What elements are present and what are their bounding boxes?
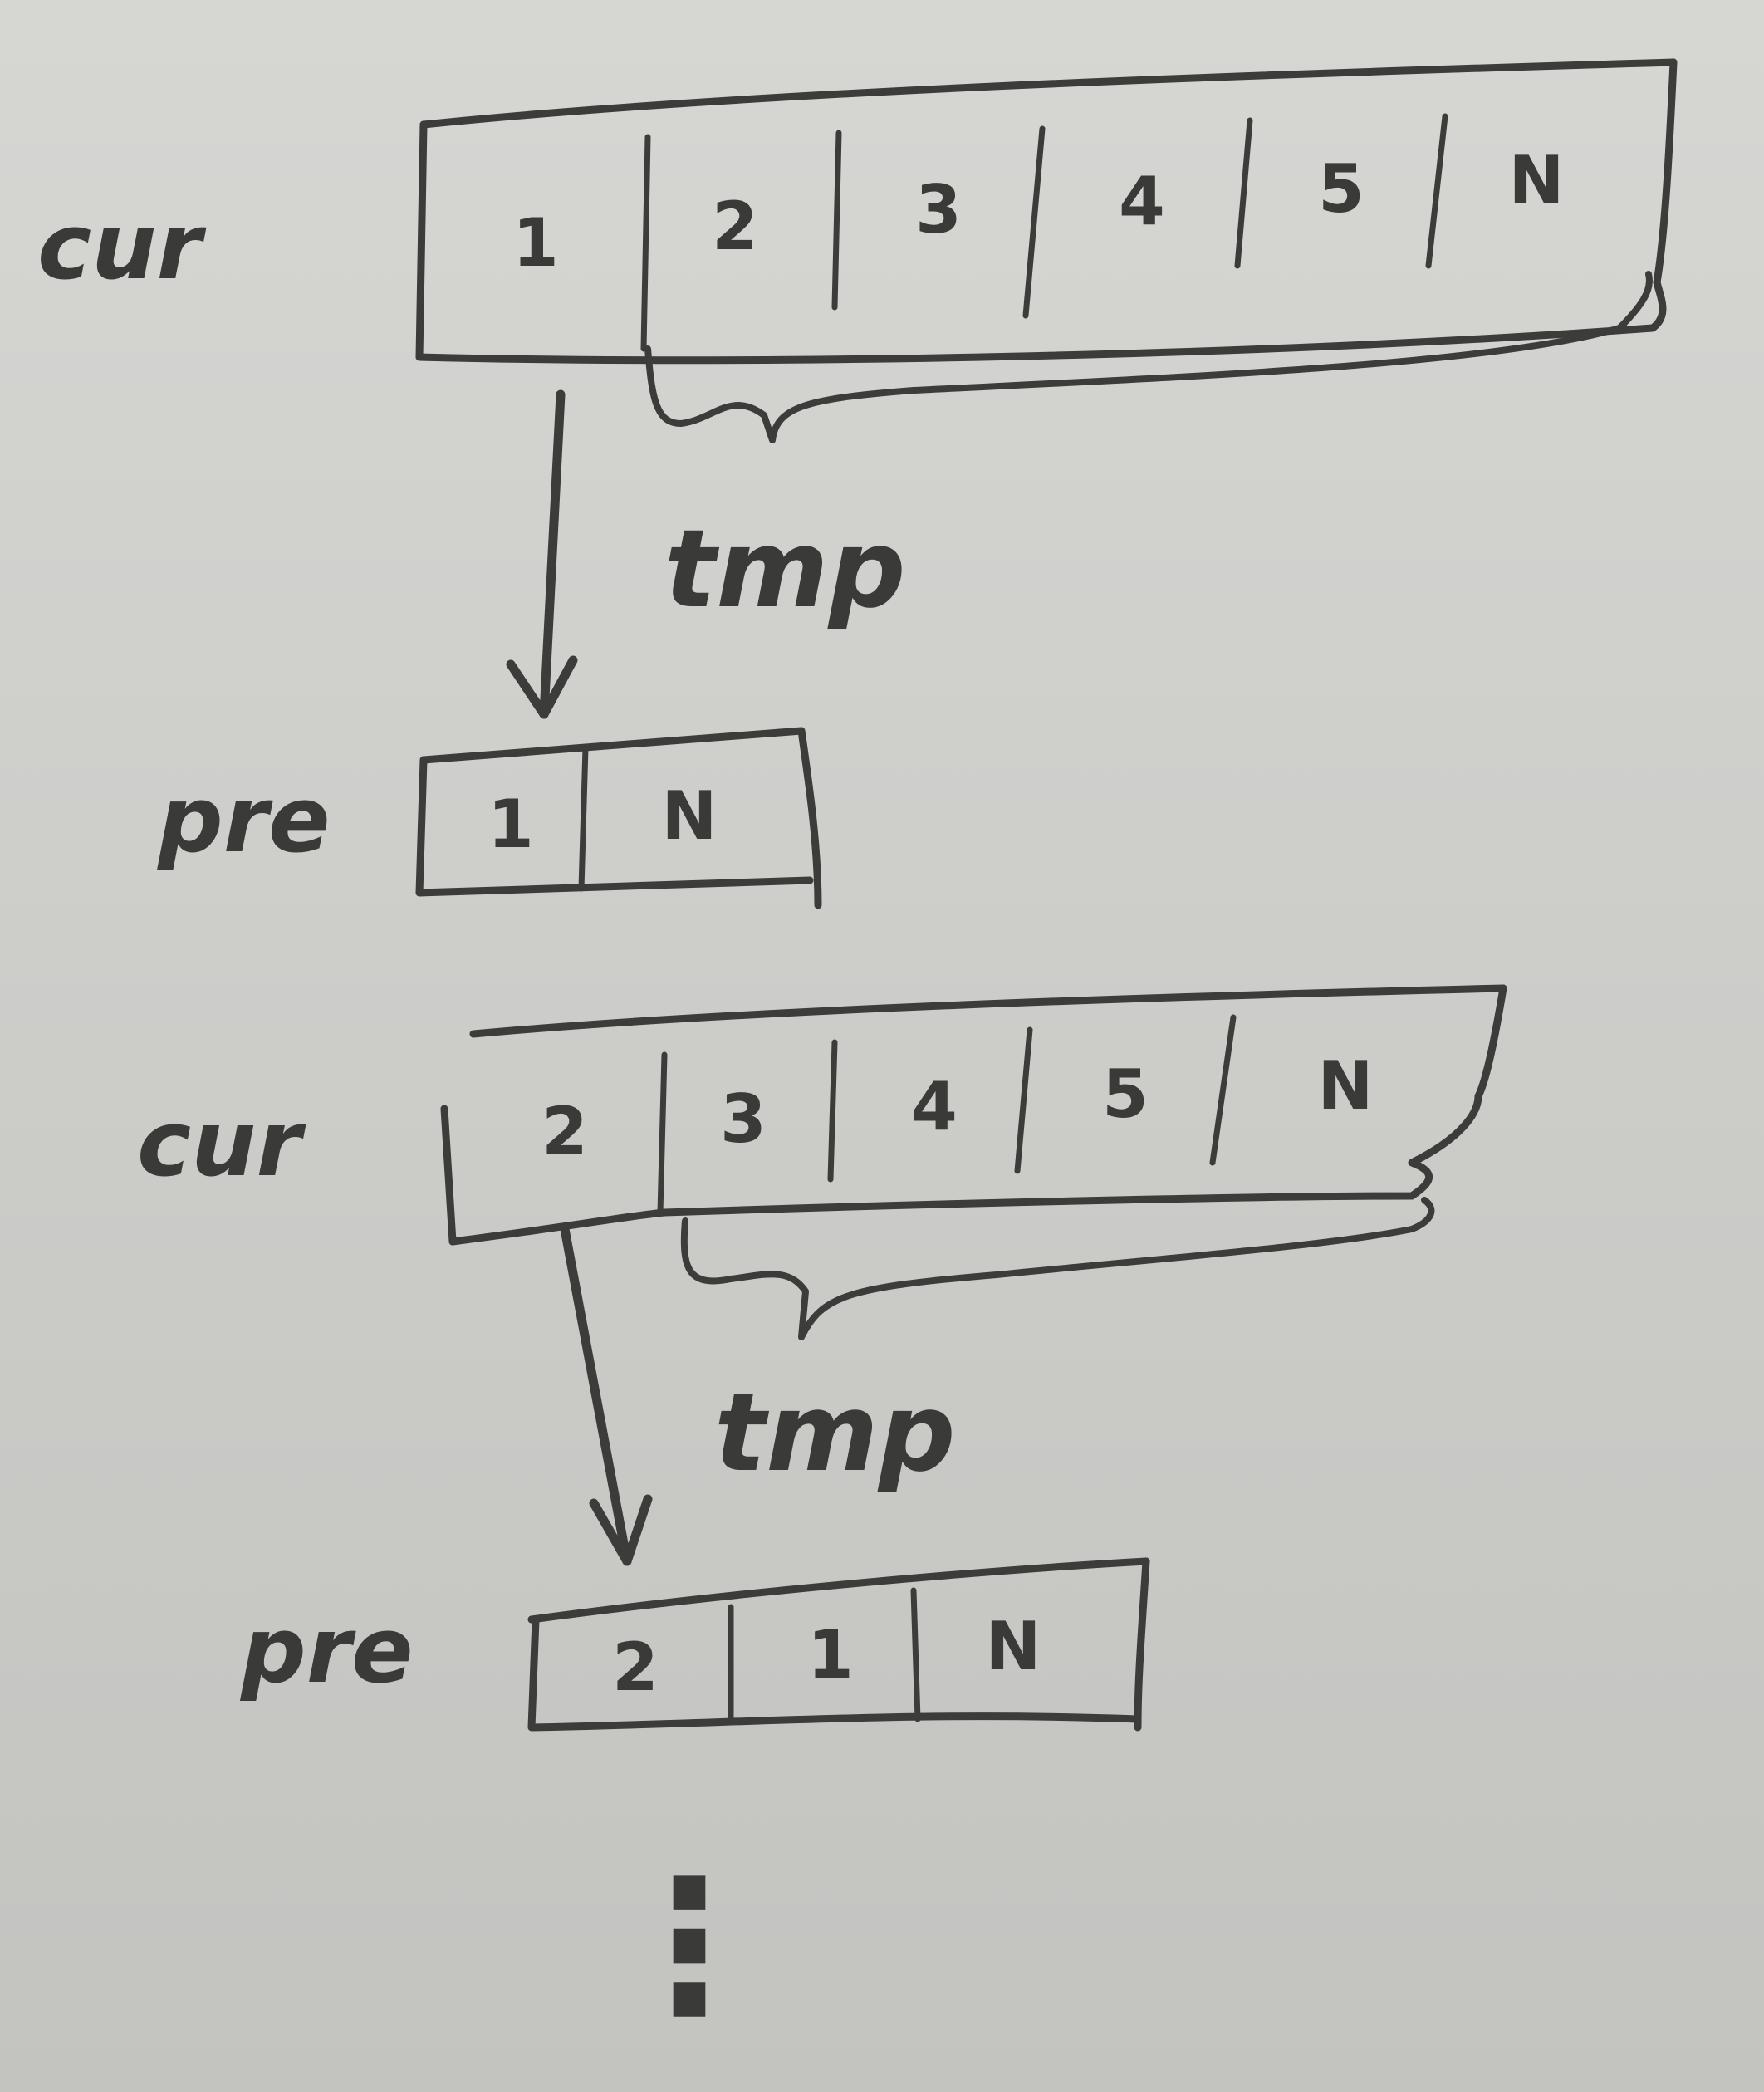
row3-label-cur: cur [137,1090,306,1197]
row1-cell-2: 2 [712,188,758,265]
row2-cell-n: N [662,777,718,855]
row2-list-box [415,727,822,909]
row1-list-box [415,58,1678,365]
row3-cell-3: 3 [720,1080,767,1158]
row1-to-pre-arrow [506,389,578,719]
row3-to-pre-arrow [560,1224,653,1566]
row1-cell-3: 3 [915,171,962,248]
row4-cell-n: N [986,1608,1041,1685]
row1-tmp-label: tmp [664,506,906,632]
row3-tmp-brace [680,1197,1435,1340]
row3-cell-4: 4 [911,1068,958,1145]
row4-cell-2: 2 [612,1629,659,1706]
row3-list-box [440,984,1507,1246]
row1-label-cur: cur [37,194,207,300]
row4-cell-1: 1 [807,1616,854,1693]
continuation-ellipsis: ⋮ [598,1840,781,2053]
row3-cell-2: 2 [541,1093,588,1170]
row3-tmp-label: tmp [714,1369,956,1496]
row3-cell-n: N [1318,1047,1374,1124]
row1-cell-n: N [1509,142,1565,219]
row4-label-pre: pre [239,1597,414,1703]
row2-cell-1: 1 [488,786,534,863]
row2-label-pre: pre [156,767,331,873]
row1-cell-4: 4 [1119,163,1165,240]
row1-tmp-brace [644,271,1653,443]
row1-cell-5: 5 [1318,150,1365,228]
row3-cell-5: 5 [1102,1056,1149,1133]
row4-list-box [527,1557,1150,1732]
row1-cell-1: 1 [512,204,559,282]
